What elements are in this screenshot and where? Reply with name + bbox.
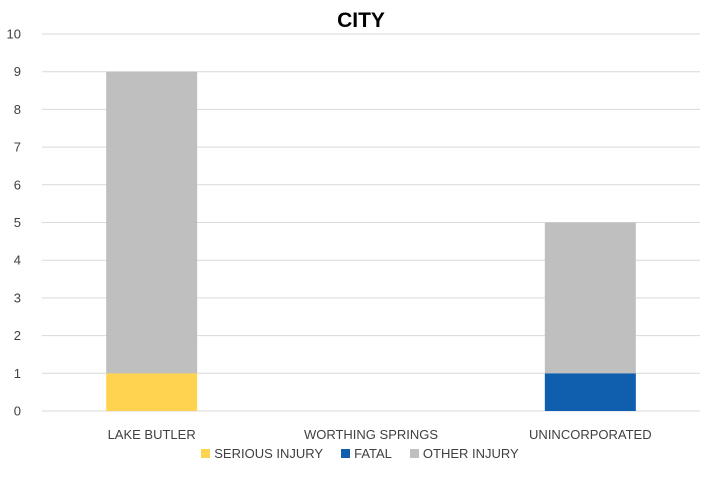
y-tick-label: 5 bbox=[14, 215, 21, 230]
y-tick-label: 10 bbox=[7, 27, 21, 42]
bars bbox=[106, 71, 636, 411]
legend-label: SERIOUS INJURY bbox=[214, 446, 324, 461]
x-category-label: LAKE BUTLER bbox=[108, 427, 196, 442]
legend-item-fatal: FATAL bbox=[341, 446, 392, 461]
y-tick-label: 7 bbox=[14, 140, 21, 155]
chart-title: CITY bbox=[337, 9, 385, 32]
legend: SERIOUS INJURY FATAL OTHER INJURY bbox=[0, 446, 720, 461]
x-category-label: UNINCORPORATED bbox=[529, 427, 652, 442]
legend-label: OTHER INJURY bbox=[422, 446, 519, 461]
bar-segment bbox=[106, 71, 198, 374]
bar-segment bbox=[106, 373, 198, 411]
y-tick-label: 6 bbox=[14, 177, 21, 192]
y-tick-label: 2 bbox=[14, 328, 21, 343]
legend-item-serious-injury: SERIOUS INJURY bbox=[201, 446, 323, 461]
bar-segment bbox=[544, 373, 636, 411]
legend-label: FATAL bbox=[354, 446, 392, 461]
legend-swatch-other-injury bbox=[409, 449, 419, 458]
x-category-label: WORTHING SPRINGS bbox=[304, 427, 438, 442]
y-tick-label: 8 bbox=[14, 102, 21, 117]
x-axis-categories: LAKE BUTLER WORTHING SPRINGS UNINCORPORATE… bbox=[108, 427, 652, 442]
y-tick-label: 9 bbox=[14, 64, 21, 79]
y-tick-label: 4 bbox=[14, 253, 21, 268]
bar-segment bbox=[544, 222, 636, 374]
y-tick-label: 0 bbox=[14, 404, 21, 419]
y-axis-ticks: 0 1 2 3 4 5 6 7 8 9 10 bbox=[7, 27, 21, 419]
legend-swatch-fatal bbox=[341, 449, 351, 458]
legend-item-other-injury: OTHER INJURY bbox=[409, 446, 519, 461]
y-tick-label: 3 bbox=[14, 290, 21, 305]
y-tick-label: 1 bbox=[14, 366, 21, 381]
legend-swatch-serious-injury bbox=[201, 449, 211, 458]
